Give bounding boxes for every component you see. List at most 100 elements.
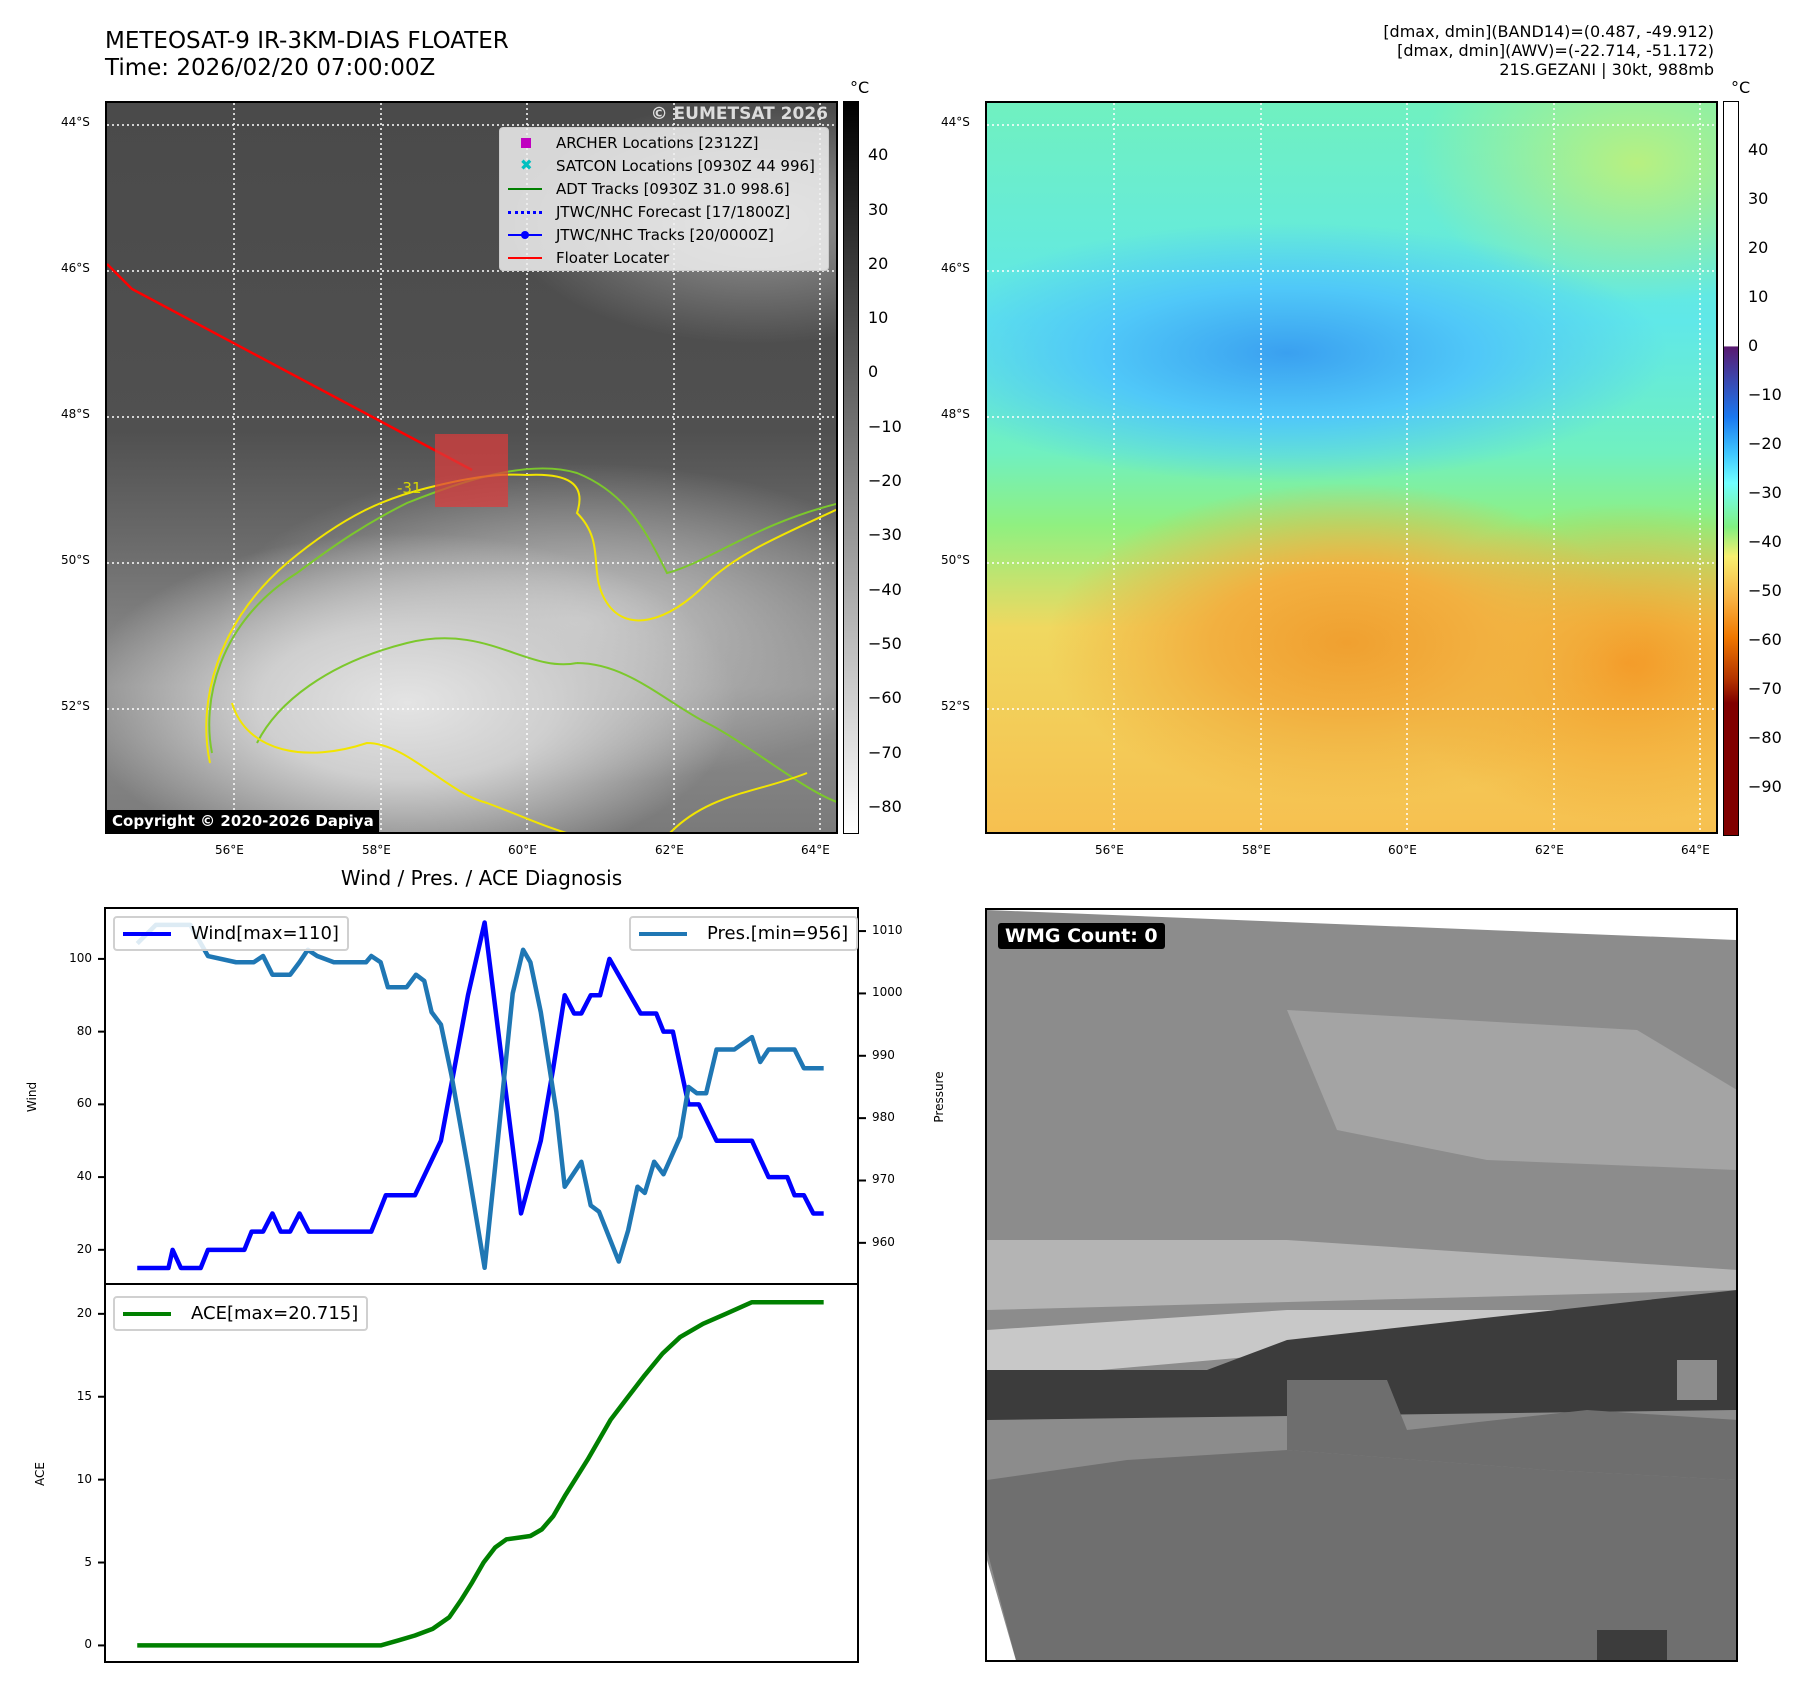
colorbar-tick-label: −10 — [868, 416, 902, 436]
wmg-panel[interactable]: WMG Count: 0 — [985, 908, 1738, 1662]
ace-axes-frame — [104, 1283, 859, 1663]
pressure-legend-swatch — [639, 931, 687, 936]
pressure-axis-label: Pressure — [932, 1071, 946, 1123]
map-legend: ARCHER Locations [2312Z] ✖ SATCON Location… — [499, 127, 829, 271]
square-legend-icon — [508, 136, 544, 150]
legend-item: ✖ SATCON Locations [0930Z 44 996] — [500, 154, 828, 177]
colorbar-tick-label: 30 — [1748, 189, 1769, 208]
awv-graticule — [987, 103, 1716, 832]
pressure-tick-label: 970 — [872, 1172, 895, 1187]
colorbar-tick-label: 0 — [868, 362, 879, 382]
lon-tick-label: 60°E — [1388, 843, 1417, 857]
legend-label: JTWC/NHC Forecast [17/1800Z] — [556, 202, 791, 221]
legend-item: ADT Tracks [0930Z 31.0 998.6] — [500, 177, 828, 200]
colorbar-tick-label: −20 — [868, 471, 902, 491]
line-legend-icon — [508, 182, 544, 196]
wind-legend-swatch — [123, 931, 171, 936]
colorbar-tick-label: −70 — [1748, 679, 1782, 698]
lat-tick-label: 50°S — [61, 553, 90, 567]
colorbar-tick-label: 20 — [868, 253, 889, 273]
ace-series-line — [137, 1299, 824, 1648]
lat-tick-label: 52°S — [941, 699, 970, 713]
awv-map[interactable] — [985, 101, 1718, 834]
legend-item: JTWC/NHC Forecast [17/1800Z] — [500, 200, 828, 223]
ace-legend-swatch — [123, 1311, 171, 1316]
contour-yellow — [205, 473, 836, 832]
colorbar-tick-label: −40 — [868, 579, 902, 599]
pressure-tick-label: 960 — [872, 1234, 895, 1249]
lon-tick-label: 62°E — [1535, 843, 1564, 857]
lon-tick-label: 56°E — [215, 843, 244, 857]
colorbar-tick-label: 20 — [1748, 238, 1769, 257]
storm-label: 21S.GEZANI | 30kt, 988mb — [1499, 60, 1714, 79]
floater-box — [435, 434, 508, 507]
colorbar-tick-label: −70 — [868, 742, 902, 762]
colorbar-tick-label: −60 — [868, 688, 902, 708]
ace-tick-label: 20 — [76, 1305, 92, 1320]
colorbar-tick-label: 0 — [1748, 336, 1759, 355]
satellite-title: METEOSAT-9 IR-3KM-DIAS FLOATER — [105, 28, 509, 54]
colorbar-tick-label: 40 — [868, 145, 889, 165]
ace-tick-label: 0 — [84, 1637, 92, 1652]
legend-label: ADT Tracks [0930Z 31.0 998.6] — [556, 179, 790, 198]
wind-tick-label: 80 — [76, 1023, 92, 1038]
ace-axis-label: ACE — [33, 1462, 47, 1486]
ace-tick-label: 15 — [76, 1388, 92, 1403]
storm-info: [dmax, dmin](BAND14)=(0.487, -49.912) [d… — [1383, 22, 1714, 79]
pressure-tick-label: 990 — [872, 1047, 895, 1062]
wmg-image — [987, 910, 1736, 1660]
pressure-tick-label: 980 — [872, 1110, 895, 1125]
colorbar-tick-label: −50 — [1748, 581, 1782, 600]
line-dot-legend-icon — [508, 228, 544, 242]
lat-tick-label: 48°S — [61, 407, 90, 421]
lon-tick-label: 58°E — [1242, 843, 1271, 857]
ir-map-overlay: -31 — [107, 103, 836, 832]
line-legend-icon — [508, 251, 544, 265]
colorbar-tick-label: 10 — [868, 308, 889, 328]
lat-tick-label: 52°S — [61, 699, 90, 713]
lon-tick-label: 64°E — [1681, 843, 1710, 857]
colorbar-tick-label: 40 — [1748, 140, 1769, 159]
legend-label: Floater Locater — [556, 248, 670, 267]
wind-tick-label: 60 — [76, 1096, 92, 1111]
legend-item: JTWC/NHC Tracks [20/0000Z] — [500, 223, 828, 246]
lat-tick-label: 50°S — [941, 553, 970, 567]
colorbar-tick-label: −50 — [868, 633, 902, 653]
lat-tick-label: 44°S — [941, 115, 970, 129]
legend-label: SATCON Locations [0930Z 44 996] — [556, 156, 815, 175]
awv-range: [dmax, dmin](AWV)=(-22.714, -51.172) — [1397, 41, 1714, 60]
dotted-legend-icon — [508, 205, 544, 219]
ir-colorbar — [843, 101, 859, 834]
lat-tick-label: 44°S — [61, 115, 90, 129]
colorbar-tick-label: −40 — [1748, 532, 1782, 551]
time-label: Time: 2026/02/20 07:00:00Z — [105, 55, 436, 81]
colorbar-tick-label: 10 — [1748, 287, 1769, 306]
wind-tick-label: 100 — [69, 950, 92, 965]
contour-label: -31 — [397, 479, 422, 497]
legend-item: ARCHER Locations [2312Z] — [500, 131, 828, 154]
ace-tick-label: 5 — [84, 1554, 92, 1569]
ace-legend-label: ACE[max=20.715] — [191, 1303, 359, 1324]
wind-axis-label: Wind — [25, 1081, 39, 1113]
lon-tick-label: 64°E — [801, 843, 830, 857]
wmg-count-label: WMG Count: 0 — [998, 923, 1165, 949]
colorbar-tick-label: −20 — [1748, 434, 1782, 453]
lon-tick-label: 62°E — [655, 843, 684, 857]
wind-legend-label: Wind[max=110] — [191, 923, 339, 944]
lon-tick-label: 60°E — [508, 843, 537, 857]
legend-label: JTWC/NHC Tracks [20/0000Z] — [556, 225, 774, 244]
lat-tick-label: 46°S — [61, 261, 90, 275]
figure-title: METEOSAT-9 IR-3KM-DIAS FLOATER Time: 202… — [105, 28, 509, 82]
wind-series-line — [137, 920, 824, 1271]
colorbar-tick-label: −30 — [868, 525, 902, 545]
wind-axes-frame — [104, 907, 859, 1285]
pressure-legend: Pres.[min=956] — [629, 916, 859, 951]
lon-tick-label: 58°E — [362, 843, 391, 857]
lon-tick-label: 56°E — [1095, 843, 1124, 857]
wind-tick-label: 40 — [76, 1169, 92, 1184]
pressure-tick-label: 1000 — [872, 985, 903, 1000]
ace-legend: ACE[max=20.715] — [113, 1296, 369, 1331]
diagnosis-title: Wind / Pres. / ACE Diagnosis — [340, 866, 623, 890]
eumetsat-watermark: © EUMETSAT 2026 — [650, 104, 828, 124]
